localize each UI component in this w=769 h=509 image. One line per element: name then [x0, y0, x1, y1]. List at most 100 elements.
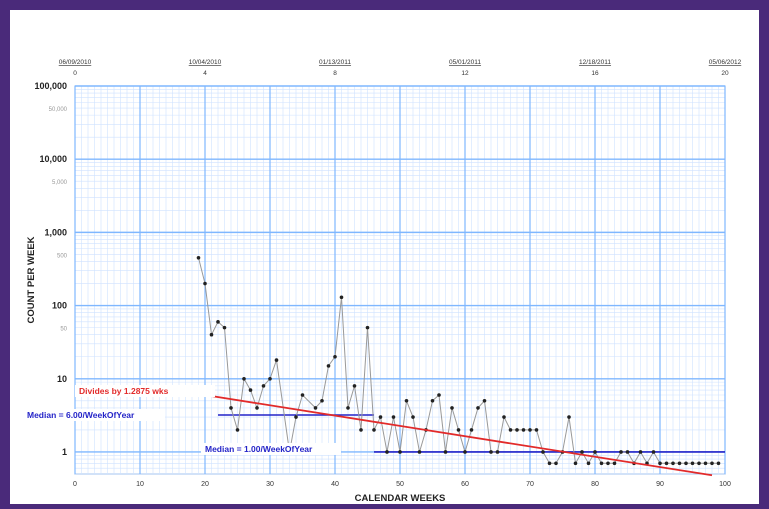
x-tick-label: 10: [136, 481, 144, 488]
x-tick-label: 0: [73, 481, 77, 488]
data-point: [664, 461, 669, 466]
data-point: [554, 461, 558, 466]
data-point: [606, 461, 610, 466]
trend-annotation: Divides by 1.2875 wks: [79, 386, 169, 396]
data-point: [346, 406, 350, 410]
data-point: [515, 428, 519, 432]
top-axis-tick-label: 12: [461, 70, 469, 77]
data-point: [528, 428, 532, 432]
data-point: [268, 376, 272, 381]
data-point: [404, 399, 409, 403]
x-tick-label: 100: [719, 481, 731, 488]
data-point: [677, 461, 682, 466]
data-point: [593, 450, 597, 454]
chart-svg: 100,00050,00010,0005,0001,00050010050101…: [25, 59, 742, 504]
data-point: [476, 406, 480, 410]
data-point: [619, 450, 623, 454]
y-tick-label: 500: [57, 253, 68, 259]
x-axis-label: CALENDAR WEEKS: [355, 493, 446, 504]
top-axis-date: 06/09/2010: [59, 59, 92, 66]
x-tick-label: 40: [331, 481, 339, 488]
data-point: [417, 450, 422, 454]
x-tick-label: 50: [396, 481, 404, 488]
data-point: [495, 450, 500, 454]
data-point: [521, 428, 526, 432]
top-axis-date: 01/13/2011: [319, 59, 351, 66]
y-tick-label: 50: [60, 327, 67, 333]
annotation-background: [201, 442, 341, 455]
x-tick-label: 80: [591, 481, 599, 488]
data-point: [697, 461, 701, 466]
data-point: [716, 461, 721, 466]
data-point: [690, 461, 695, 466]
y-tick-label: 1,000: [44, 227, 67, 237]
data-point: [482, 399, 487, 403]
y-tick-label: 10: [57, 374, 67, 384]
data-point: [430, 399, 435, 403]
y-axis-label: COUNT PER WEEK: [26, 236, 37, 323]
top-axis-date: 05/06/2012: [709, 59, 742, 66]
x-tick-label: 20: [201, 481, 209, 488]
data-point: [242, 376, 246, 381]
data-point: [547, 461, 552, 466]
data-point: [378, 415, 383, 419]
y-tick-label: 1: [62, 447, 67, 457]
top-axis-date: 12/18/2011: [579, 59, 611, 66]
data-point: [534, 428, 539, 432]
data-point: [411, 415, 415, 419]
y-tick-label: 50,000: [49, 107, 68, 113]
data-point: [502, 415, 506, 419]
data-point: [703, 461, 708, 466]
data-point: [391, 415, 396, 419]
data-point: [294, 415, 298, 419]
x-tick-label: 60: [461, 481, 469, 488]
data-point: [274, 358, 279, 362]
data-point: [216, 320, 220, 324]
data-point: [255, 406, 259, 410]
x-tick-label: 90: [656, 481, 664, 488]
data-point: [567, 415, 571, 419]
data-point: [541, 450, 545, 454]
data-point: [248, 388, 253, 392]
data-point: [489, 450, 493, 454]
data-point: [450, 406, 454, 410]
data-point: [437, 393, 441, 397]
top-axis-tick-label: 16: [591, 70, 599, 77]
data-point: [385, 450, 389, 454]
data-point: [599, 461, 604, 466]
chart-frame: 100,000 50,000 10,000 5,000 1,000 500 100 50 10 1…: [10, 10, 759, 504]
trend-line: [204, 394, 713, 477]
data-point: [651, 450, 656, 454]
data-point: [229, 406, 233, 410]
median-annotation: Median = 6.00/WeekOfYear: [27, 410, 135, 420]
y-tick-label: 10,000: [39, 154, 67, 164]
top-axis-date: 05/01/2011: [449, 59, 481, 66]
data-point: [469, 428, 474, 432]
data-point: [326, 364, 331, 368]
data-point: [203, 281, 207, 286]
data-point: [372, 428, 376, 432]
data-point: [671, 461, 675, 466]
data-point: [625, 450, 630, 454]
data-point: [339, 295, 344, 300]
data-point: [333, 354, 337, 359]
data-point: [573, 461, 578, 466]
data-point: [222, 325, 227, 330]
y-tick-label: 100: [52, 301, 67, 311]
x-tick-label: 70: [526, 481, 534, 488]
data-point: [580, 450, 584, 454]
data-point: [261, 384, 266, 388]
data-point: [710, 461, 714, 466]
top-axis-date: 10/04/2010: [189, 59, 222, 66]
median-annotation: Median = 1.00/WeekOfYear: [205, 444, 313, 454]
data-point: [456, 428, 461, 432]
data-point: [365, 325, 370, 330]
x-tick-label: 30: [266, 481, 274, 488]
data-point: [209, 332, 214, 337]
data-point: [359, 428, 363, 432]
top-axis-tick-label: 4: [203, 70, 207, 77]
data-point: [508, 428, 513, 432]
data-point: [638, 450, 643, 454]
data-point: [300, 393, 305, 397]
data-point: [398, 450, 402, 454]
